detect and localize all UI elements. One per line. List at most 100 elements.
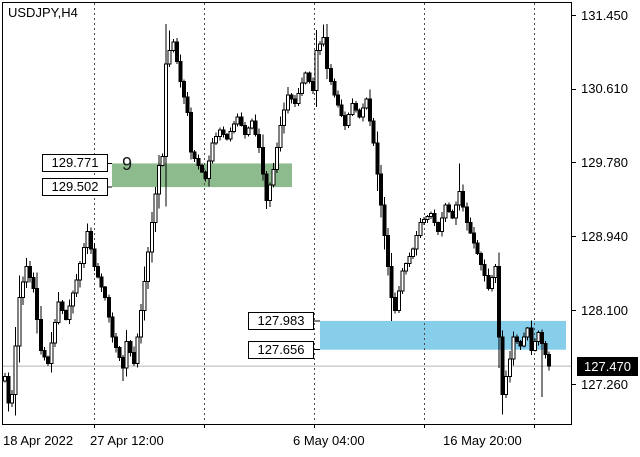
candle-body: [325, 37, 330, 69]
candle-body: [285, 94, 290, 111]
candle-body: [103, 286, 108, 298]
candle-body: [128, 340, 133, 353]
candle-body: [78, 263, 83, 281]
candle-body: [432, 213, 437, 224]
candle-body: [543, 343, 548, 356]
candle-body: [300, 82, 305, 94]
candle-body: [532, 340, 537, 351]
candle-body: [264, 173, 269, 201]
candle-body: [53, 321, 58, 344]
candle-body: [210, 142, 215, 162]
resistance-zone-price-label[interactable]: 129.771: [42, 154, 108, 173]
candle-body: [174, 41, 179, 63]
candle-body: [321, 37, 326, 45]
candle-body: [214, 136, 219, 144]
candle-body: [364, 98, 369, 109]
candle-body: [185, 96, 190, 113]
candle-body: [403, 263, 408, 272]
time-axis-label: 18 Apr 2022: [3, 433, 74, 448]
candle-body: [275, 147, 280, 171]
candle-body: [457, 191, 462, 206]
current-price-badge: 127.470: [577, 356, 638, 376]
support-zone-price-label[interactable]: 127.656: [248, 340, 314, 359]
candle-body: [518, 340, 523, 347]
candle-body: [443, 204, 448, 219]
candle-body: [386, 235, 391, 268]
candle-body: [282, 109, 287, 127]
candle-body: [142, 280, 147, 312]
candle-body: [135, 336, 140, 364]
candle-body: [146, 251, 151, 282]
support-zone-price-label[interactable]: 127.983: [248, 311, 314, 330]
candle-body: [13, 345, 18, 395]
price-axis-label: 131.450: [581, 7, 628, 23]
candle-body: [471, 232, 476, 244]
time-axis-label: 27 Apr 12:00: [90, 433, 164, 448]
candle-body: [110, 316, 115, 338]
candle-body: [260, 147, 265, 175]
candle-body: [20, 281, 25, 298]
candle-body: [96, 266, 101, 278]
candle-body: [303, 72, 308, 84]
candle-body: [196, 158, 201, 166]
candle-body: [454, 204, 459, 219]
candle-body: [439, 217, 444, 232]
candle-body: [207, 160, 212, 179]
candle-body: [361, 107, 365, 118]
candle-body: [429, 213, 434, 218]
price-axis-label: 128.940: [581, 228, 628, 244]
candle-body: [71, 292, 76, 307]
candle-body: [421, 219, 426, 224]
candle-body: [371, 120, 376, 144]
candle-body: [489, 277, 494, 290]
candle-body: [357, 109, 362, 118]
candle-body: [468, 222, 473, 234]
candle-body: [63, 310, 68, 320]
candle-body: [199, 164, 204, 173]
resistance-zone-price-label[interactable]: 129.502: [42, 178, 108, 197]
candle-body: [81, 246, 86, 265]
candle-body: [278, 125, 283, 149]
candle-body: [10, 393, 15, 404]
candle-body: [346, 114, 351, 127]
candle-body: [156, 164, 161, 195]
candle-body: [296, 92, 301, 105]
candle-body: [292, 98, 297, 105]
candle-body: [328, 67, 333, 83]
candle-body: [497, 266, 502, 338]
candle-body: [246, 127, 251, 135]
candle-body: [400, 270, 405, 292]
candle-body: [117, 346, 122, 359]
candle-body: [500, 336, 505, 395]
candle-body: [507, 358, 512, 378]
candle-body: [192, 151, 197, 160]
candle-body: [38, 318, 43, 351]
candle-body: [232, 123, 237, 132]
candle-body: [56, 301, 61, 323]
candle-body: [511, 336, 516, 360]
price-axis-label: 129.780: [581, 154, 628, 170]
candle-body: [178, 61, 183, 83]
candle-body: [228, 130, 233, 140]
candle-body: [446, 204, 451, 213]
candle-body: [418, 222, 423, 237]
candle-body: [450, 211, 455, 219]
candle-body: [436, 222, 441, 232]
candle-body: [267, 184, 272, 201]
resistance-zone-tag[interactable]: 9: [122, 154, 133, 174]
candle-body: [45, 356, 50, 364]
candle-body: [393, 296, 398, 312]
candle-body: [464, 206, 469, 224]
candle-body: [31, 277, 36, 290]
plot-frame: [2, 2, 572, 425]
price-axis-label: 127.260: [581, 376, 628, 392]
candle-body: [124, 340, 129, 369]
candle-body: [396, 290, 401, 312]
candle-body: [88, 230, 93, 250]
candle-body: [475, 242, 480, 254]
candle-body: [203, 171, 208, 179]
candle-body: [414, 235, 419, 250]
candle-body: [350, 103, 355, 116]
